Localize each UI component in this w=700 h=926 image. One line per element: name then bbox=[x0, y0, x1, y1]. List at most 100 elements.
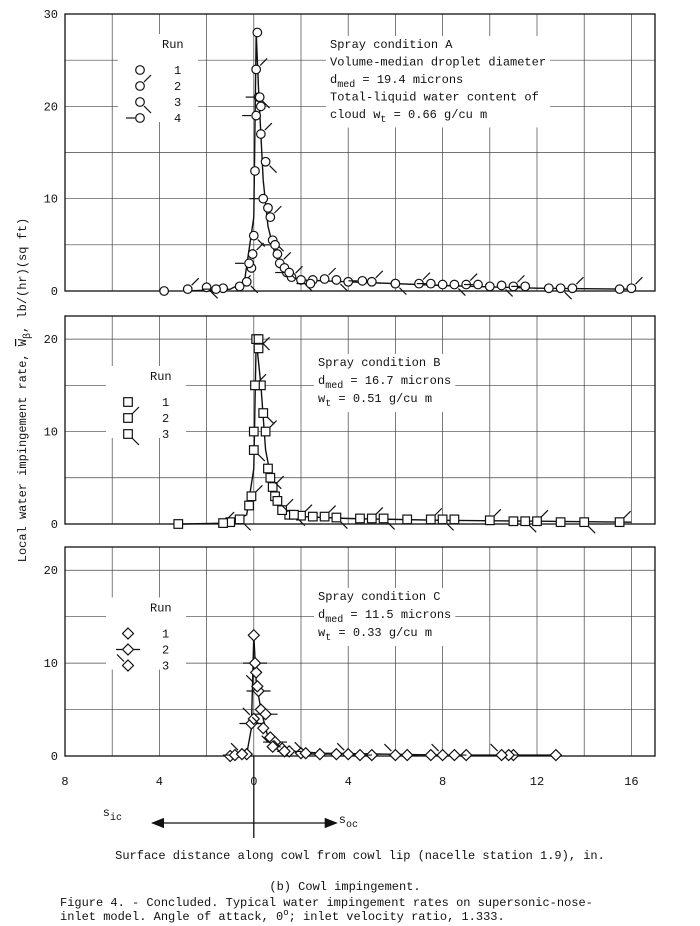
annotation-line: cloud wt = 0.66 g/cu m bbox=[330, 108, 487, 126]
text-part: ; inlet velocity ratio, 1.333. bbox=[289, 910, 505, 924]
marker-flag bbox=[226, 511, 235, 520]
marker-flag bbox=[587, 525, 596, 534]
text-part: Total-liquid water content of bbox=[330, 91, 539, 105]
text-part: med bbox=[325, 614, 343, 626]
text-part: Spray condition A bbox=[330, 38, 453, 52]
marker bbox=[248, 656, 262, 670]
marker bbox=[614, 517, 625, 528]
marker bbox=[256, 721, 270, 735]
annotation-background bbox=[326, 36, 551, 128]
marker-flag bbox=[295, 265, 303, 274]
marker-flag bbox=[210, 290, 219, 299]
y-tick-label: 20 bbox=[44, 100, 58, 114]
figure-caption: Figure 4. - Concluded. Typical water imp… bbox=[60, 896, 593, 910]
marker bbox=[263, 202, 273, 213]
marker-flag bbox=[623, 510, 632, 519]
legend-title: Run bbox=[150, 602, 172, 616]
marker bbox=[251, 110, 262, 121]
plot-frame bbox=[64, 13, 656, 292]
marker-flag bbox=[446, 522, 455, 531]
marker-flag bbox=[257, 453, 266, 462]
marker bbox=[259, 707, 272, 721]
y-tick-label: 10 bbox=[44, 426, 58, 440]
marker bbox=[250, 166, 260, 176]
marker bbox=[307, 511, 318, 522]
marker bbox=[495, 748, 508, 762]
marker bbox=[355, 513, 365, 524]
marker bbox=[289, 509, 299, 520]
marker bbox=[532, 516, 542, 527]
marker-flag bbox=[431, 743, 440, 752]
legend: Run bbox=[106, 366, 186, 438]
x-tick-label: 16 bbox=[624, 775, 638, 789]
text-part: = 0.33 g/cu m bbox=[331, 626, 432, 640]
legend-marker bbox=[123, 413, 133, 423]
marker-flag bbox=[261, 735, 270, 744]
marker-flag bbox=[131, 406, 140, 415]
legend-marker bbox=[135, 81, 145, 91]
legend-marker bbox=[121, 643, 135, 656]
marker-flag bbox=[528, 524, 537, 533]
marker bbox=[267, 482, 278, 492]
marker bbox=[270, 239, 280, 250]
marker bbox=[277, 505, 288, 516]
text-part: s bbox=[103, 806, 110, 820]
marker-flag bbox=[339, 521, 348, 529]
marker-flag bbox=[273, 481, 282, 490]
legend-marker bbox=[123, 397, 133, 407]
marker-flag bbox=[262, 342, 270, 351]
marker bbox=[278, 745, 291, 758]
y-tick-label: 20 bbox=[44, 564, 58, 578]
annotation-line: dmed = 19.4 microns bbox=[330, 73, 463, 91]
marker bbox=[241, 276, 252, 287]
text-part: = 0.66 g/cu m bbox=[386, 108, 487, 122]
marker bbox=[211, 284, 221, 295]
text-part: ic bbox=[110, 812, 122, 824]
annotation-line: Spray condition A bbox=[330, 38, 453, 52]
marker-flag bbox=[245, 674, 254, 683]
marker bbox=[520, 281, 531, 292]
legend-marker bbox=[135, 65, 145, 75]
y-tick-label: 30 bbox=[44, 8, 58, 22]
marker bbox=[284, 267, 295, 278]
marker-flag bbox=[516, 274, 525, 283]
marker bbox=[248, 426, 259, 437]
marker bbox=[437, 279, 448, 290]
y-tick-label: 20 bbox=[44, 333, 58, 347]
marker bbox=[244, 500, 254, 511]
legend-label: 2 bbox=[162, 644, 169, 658]
marker bbox=[258, 408, 269, 418]
marker bbox=[567, 283, 578, 294]
marker bbox=[272, 495, 283, 506]
marker bbox=[201, 282, 212, 293]
marker-flag bbox=[258, 373, 267, 382]
marker bbox=[248, 445, 259, 455]
marker-flag bbox=[575, 276, 584, 285]
marker bbox=[296, 275, 306, 285]
marker bbox=[258, 193, 269, 204]
marker-flag bbox=[131, 437, 140, 446]
legend-label: 1 bbox=[162, 396, 169, 410]
marker bbox=[247, 249, 258, 259]
marker bbox=[555, 283, 566, 294]
legend-marker bbox=[121, 659, 135, 672]
marker-flag bbox=[634, 276, 643, 285]
marker bbox=[249, 666, 263, 679]
marker bbox=[484, 515, 495, 526]
marker-flag bbox=[269, 420, 278, 428]
text-part: d bbox=[318, 608, 325, 622]
legend-label: 1 bbox=[174, 64, 181, 78]
marker-flag bbox=[469, 273, 478, 281]
marker bbox=[389, 748, 402, 762]
marker bbox=[305, 278, 316, 289]
legend-label: 1 bbox=[162, 628, 169, 642]
marker bbox=[234, 514, 245, 525]
legend-background bbox=[106, 366, 186, 438]
x-axis-label: Surface distance along cowl from cowl li… bbox=[115, 849, 605, 863]
marker bbox=[343, 276, 354, 287]
marker-flag bbox=[457, 288, 466, 296]
annotation-background bbox=[314, 354, 456, 412]
marker-flag bbox=[143, 74, 152, 83]
